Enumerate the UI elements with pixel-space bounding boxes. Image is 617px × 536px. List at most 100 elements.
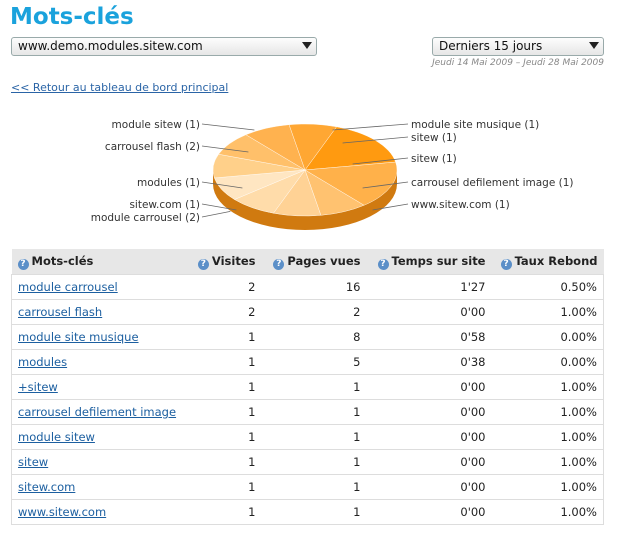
leader-line — [201, 181, 243, 189]
period-select[interactable]: Derniers 15 jours — [432, 37, 604, 56]
column-header[interactable]: ? Temps sur site — [366, 249, 492, 275]
back-to-dashboard-link[interactable]: << Retour au tableau de bord principal — [11, 81, 229, 94]
keyword-cell: module carrousel — [11, 274, 192, 300]
keyword-cell: +sitew — [11, 374, 192, 400]
column-header[interactable]: ? Taux Rebond — [491, 249, 604, 275]
value-cell: 0.00% — [491, 349, 604, 375]
leader-line — [201, 203, 237, 211]
value-cell: 1'27 — [366, 274, 492, 300]
value-cell: 0'00 — [366, 424, 492, 450]
leader-line — [362, 181, 409, 189]
period-select-value: Derniers 15 jours — [439, 39, 543, 53]
column-header-label: Pages vues — [287, 253, 361, 268]
table-row: modules 1 5 0'38 0.00% — [11, 349, 604, 375]
value-cell: 1 — [191, 424, 262, 450]
pie-label: www.sitew.com (1) — [411, 199, 510, 211]
keyword-cell: carrousel flash — [11, 299, 192, 325]
pie-label: sitew.com (1) — [129, 199, 200, 211]
keyword-link[interactable]: module sitew — [18, 430, 95, 444]
table-row: carrousel defilement image 1 1 0'00 1.00% — [11, 399, 604, 425]
pie-label: modules (1) — [137, 177, 200, 189]
table-row: sitew 1 1 0'00 1.00% — [11, 449, 604, 475]
keyword-cell: module sitew — [11, 424, 192, 450]
value-cell: 0'38 — [366, 349, 492, 375]
value-cell: 0'00 — [366, 474, 492, 500]
leader-line — [342, 136, 409, 144]
value-cell: 0.00% — [491, 324, 604, 350]
keywords-pie-chart: module sitew (1) carrousel flash (2) modul… — [91, 119, 574, 230]
column-header-label: Temps sur site — [391, 253, 486, 268]
keyword-cell: www.sitew.com — [11, 499, 192, 525]
pie-label: module site musique (1) — [411, 119, 539, 131]
value-cell: 0'00 — [366, 399, 492, 425]
column-header-label: Mots-clés — [31, 253, 94, 268]
pie-leader-lines — [201, 123, 409, 218]
keyword-cell: sitew.com — [11, 474, 192, 500]
value-cell: 1 — [191, 474, 262, 500]
value-cell: 2 — [261, 299, 367, 325]
value-cell: 1.00% — [491, 474, 604, 500]
help-icon[interactable]: ? — [17, 258, 29, 270]
column-header[interactable]: ? Pages vues — [261, 249, 367, 275]
keyword-link[interactable]: +sitew — [18, 380, 58, 394]
value-cell: 0'00 — [366, 499, 492, 525]
value-cell: 1 — [261, 374, 367, 400]
leader-line — [352, 157, 409, 165]
value-cell: 1 — [261, 449, 367, 475]
chevron-down-icon — [302, 42, 312, 49]
value-cell: 1 — [191, 349, 262, 375]
pie-depth-band — [213, 170, 397, 230]
column-header[interactable]: ? Visites — [191, 249, 262, 275]
help-icon[interactable]: ? — [377, 258, 389, 270]
keyword-link[interactable]: carrousel flash — [18, 305, 103, 319]
value-cell: 1 — [261, 499, 367, 525]
value-cell: 1 — [191, 324, 262, 350]
leader-line — [201, 211, 231, 218]
pie-slices — [212, 123, 398, 217]
keyword-link[interactable]: sitew — [18, 455, 49, 469]
column-header[interactable]: ? Mots-clés — [11, 249, 192, 275]
table-row: +sitew 1 1 0'00 1.00% — [11, 374, 604, 400]
keyword-link[interactable]: module site musique — [18, 330, 139, 344]
pie-slice — [304, 161, 398, 206]
page-title: Mots-clés — [10, 4, 134, 30]
value-cell: 0'00 — [366, 374, 492, 400]
leader-line — [372, 203, 409, 211]
keyword-link[interactable]: sitew.com — [18, 480, 76, 494]
keyword-link[interactable]: carrousel defilement image — [18, 405, 177, 419]
column-header-label: Visites — [211, 253, 256, 268]
value-cell: 1 — [261, 474, 367, 500]
value-cell: 1.00% — [491, 399, 604, 425]
table-row: module site musique 1 8 0'58 0.00% — [11, 324, 604, 350]
keyword-link[interactable]: module carrousel — [18, 280, 118, 294]
table-row: module carrousel 2 16 1'27 0.50% — [11, 274, 604, 300]
leader-line — [201, 145, 249, 153]
value-cell: 0'00 — [366, 449, 492, 475]
site-select[interactable]: www.demo.modules.sitew.com — [11, 37, 317, 56]
value-cell: 5 — [261, 349, 367, 375]
help-icon[interactable]: ? — [500, 258, 512, 270]
value-cell: 16 — [261, 274, 367, 300]
help-icon[interactable]: ? — [197, 258, 209, 270]
help-icon[interactable]: ? — [273, 258, 285, 270]
table-row: www.sitew.com 1 1 0'00 1.00% — [11, 499, 604, 525]
table-header-row: ? Mots-clés? Visites? Pages vues? Temps sur … — [11, 249, 604, 275]
pie-depth — [213, 170, 397, 230]
site-select-value: www.demo.modules.sitew.com — [18, 39, 203, 53]
keyword-cell: carrousel defilement image — [11, 399, 192, 425]
leader-line — [332, 123, 409, 131]
chevron-down-icon — [589, 42, 599, 49]
pie-slice — [304, 126, 396, 171]
value-cell: 1.00% — [491, 424, 604, 450]
value-cell: 2 — [191, 274, 262, 300]
keyword-link[interactable]: www.sitew.com — [18, 505, 107, 519]
value-cell: 1.00% — [491, 449, 604, 475]
pie-label: carrousel defilement image (1) — [411, 177, 574, 189]
pie-label: module sitew (1) — [112, 119, 200, 131]
value-cell: 0'58 — [366, 324, 492, 350]
pie-label: sitew (1) — [411, 132, 457, 144]
leader-line — [201, 123, 255, 131]
keyword-link[interactable]: modules — [18, 355, 68, 369]
pie-label: module carrousel (2) — [91, 212, 200, 224]
table-row: sitew.com 1 1 0'00 1.00% — [11, 474, 604, 500]
